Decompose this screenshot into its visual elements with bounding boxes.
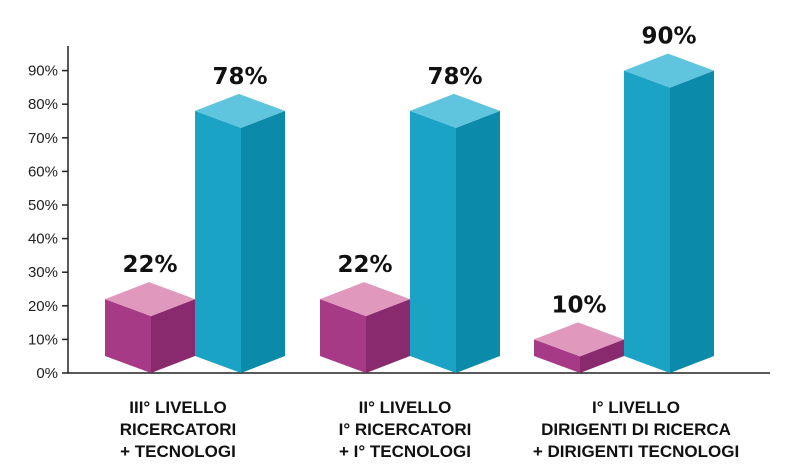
category-label: + TECNOLOGI	[120, 442, 236, 461]
bar	[534, 322, 624, 373]
bar-top-face	[534, 322, 624, 357]
y-tick-label: 20%	[28, 298, 58, 315]
bar-side-face	[670, 70, 714, 373]
value-label: 90%	[641, 24, 696, 50]
bar-side-face	[366, 299, 410, 373]
y-tick-label: 10%	[28, 331, 58, 348]
y-tick-label: 60%	[28, 163, 58, 180]
value-label: 22%	[122, 252, 177, 278]
y-tick-label: 90%	[28, 63, 58, 80]
value-label: 22%	[337, 252, 392, 278]
bar-side-face	[580, 339, 624, 373]
bar-top-face	[320, 282, 410, 317]
bar	[195, 93, 285, 374]
bar	[320, 282, 410, 373]
category-label: RICERCATORI	[120, 420, 237, 439]
bar-side-face	[151, 299, 195, 373]
bar-front-face	[534, 339, 580, 373]
category-label: I° LIVELLO	[592, 398, 680, 417]
category-label: + DIRIGENTI TECNOLOGI	[533, 442, 739, 461]
category-label: I° RICERCATORI	[339, 420, 472, 439]
bar-front-face	[320, 299, 366, 373]
category-label: II° LIVELLO	[359, 398, 452, 417]
value-label: 78%	[427, 64, 482, 90]
y-tick-label: 70%	[28, 130, 58, 147]
category-label: III° LIVELLO	[129, 398, 226, 417]
bar	[410, 93, 500, 374]
bar-top-face	[195, 93, 285, 128]
y-tick-label: 80%	[28, 96, 58, 113]
bar-top-face	[624, 53, 714, 88]
y-tick-label: 40%	[28, 231, 58, 248]
value-labels: 22% 22% 10% 78% 78% 90%	[122, 24, 696, 319]
bar-top-face	[410, 93, 500, 128]
category-label: DIRIGENTI DI RICERCA	[541, 420, 731, 439]
bar-front-face	[410, 110, 456, 374]
bar-top-face	[105, 282, 195, 317]
category-label: + I° TECNOLOGI	[339, 442, 471, 461]
y-axis: 0% 10% 20% 30% 40% 50% 60% 70% 80% 90%	[28, 46, 770, 382]
bar	[624, 53, 714, 373]
y-tick-label: 50%	[28, 197, 58, 214]
category-labels: III° LIVELLO RICERCATORI + TECNOLOGI II° LI…	[120, 398, 739, 461]
y-tick-label: 30%	[28, 264, 58, 281]
bar	[105, 282, 195, 373]
bar-side-face	[456, 110, 500, 374]
value-label: 10%	[551, 292, 606, 318]
bar-front-face	[624, 70, 670, 373]
bar-side-face	[241, 110, 285, 374]
bar-front-face	[105, 299, 151, 373]
y-tick-label: 0%	[36, 365, 58, 382]
bar-front-face	[195, 110, 241, 374]
value-label: 78%	[212, 64, 267, 90]
bars	[105, 53, 714, 374]
